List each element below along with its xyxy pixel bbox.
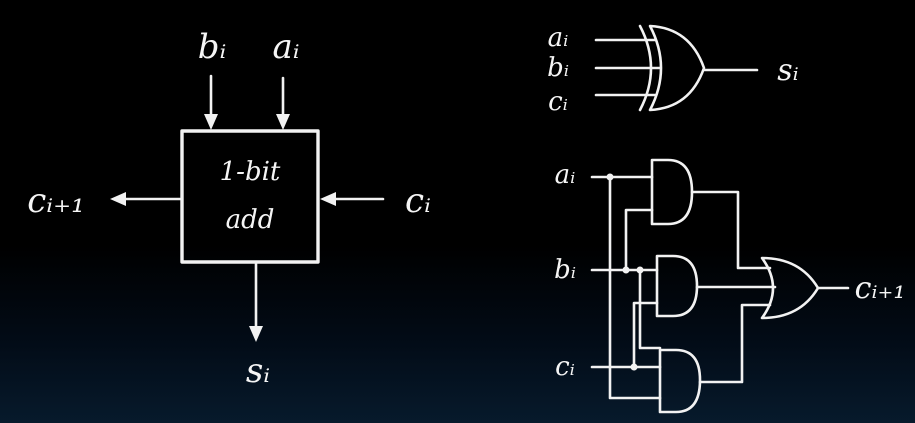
xor-input-c-label: cᵢ [548, 87, 568, 117]
or-gate [760, 256, 820, 320]
carry-in-label: cᵢ [405, 181, 431, 221]
adder-box-label-line2: add [226, 205, 275, 235]
input-b-arrow [204, 74, 218, 130]
junction-dot [606, 173, 614, 181]
carry-output-label: cᵢ₊₁ [855, 271, 906, 306]
carry-out-label: cᵢ₊₁ [27, 181, 84, 221]
xor-gate-back-curve [638, 24, 653, 112]
and-gate-1 [650, 158, 694, 226]
sum-out-label: sᵢ [246, 351, 270, 391]
adder-box [180, 129, 320, 264]
junction-dot [630, 363, 638, 371]
and-gate-2 [655, 254, 699, 318]
bus-c [632, 301, 659, 369]
bus-a [608, 175, 662, 400]
input-a-arrow [276, 76, 290, 130]
carry-in-arrow [320, 192, 385, 206]
and3-to-or-wire [698, 303, 772, 384]
input-a-label: aᵢ [272, 27, 299, 67]
bus-b-up [624, 208, 654, 272]
carry-input-a-label: aᵢ [555, 160, 576, 190]
carry-input-b-label: bᵢ [554, 255, 576, 285]
input-b-label: bᵢ [198, 27, 227, 67]
bus-b-down [638, 268, 662, 350]
carry-out-arrow [110, 192, 182, 206]
adder-box-label-line1: 1-bit [220, 157, 281, 187]
xor-gate [648, 24, 706, 112]
xor-input-b-label: bᵢ [547, 53, 569, 83]
junction-dot [622, 266, 630, 274]
xor-output-label: sᵢ [777, 53, 798, 88]
sum-out-arrow [249, 262, 263, 342]
carry-circuit: aᵢ bᵢ cᵢ cᵢ₊₁ [554, 158, 906, 414]
junction-dot [636, 266, 644, 274]
carry-input-c-label: cᵢ [555, 352, 575, 382]
adder-block: 1-bit add bᵢ aᵢ cᵢ cᵢ₊₁ sᵢ [27, 27, 431, 391]
xor-input-a-label: aᵢ [548, 23, 569, 53]
xor-circuit: aᵢ bᵢ cᵢ sᵢ [547, 23, 799, 117]
and-gate-3 [658, 348, 702, 414]
and1-to-or-wire [690, 190, 772, 270]
